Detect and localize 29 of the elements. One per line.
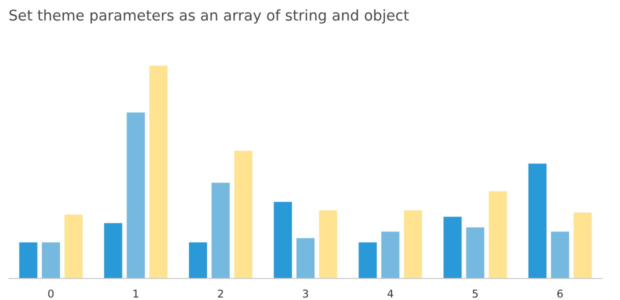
x-tick-label: 1 bbox=[132, 288, 140, 300]
bar bbox=[528, 164, 546, 278]
x-tick-label: 2 bbox=[217, 288, 224, 300]
x-tick-label: 3 bbox=[302, 288, 309, 300]
bar bbox=[488, 191, 507, 278]
x-tick-label: 5 bbox=[472, 288, 479, 300]
bar bbox=[358, 242, 377, 278]
bar bbox=[104, 223, 122, 278]
bar bbox=[551, 232, 570, 278]
bar bbox=[149, 66, 168, 278]
bar bbox=[296, 238, 315, 278]
bar bbox=[64, 214, 83, 278]
bar bbox=[574, 212, 592, 278]
bar bbox=[404, 210, 422, 278]
x-tick-label: 4 bbox=[386, 288, 394, 300]
bar bbox=[126, 112, 145, 278]
bar bbox=[188, 242, 208, 278]
x-tick-label: 6 bbox=[556, 288, 564, 300]
bar bbox=[42, 242, 60, 278]
bar bbox=[381, 232, 400, 278]
bar bbox=[274, 202, 292, 278]
bar bbox=[444, 216, 462, 278]
bar bbox=[19, 242, 38, 278]
bar bbox=[466, 227, 484, 278]
chart-title: Set theme parameters as an array of string and object bbox=[8, 8, 410, 24]
bar bbox=[212, 182, 230, 278]
bar bbox=[319, 210, 338, 278]
x-tick-label: 0 bbox=[48, 288, 55, 300]
bar bbox=[234, 150, 252, 278]
